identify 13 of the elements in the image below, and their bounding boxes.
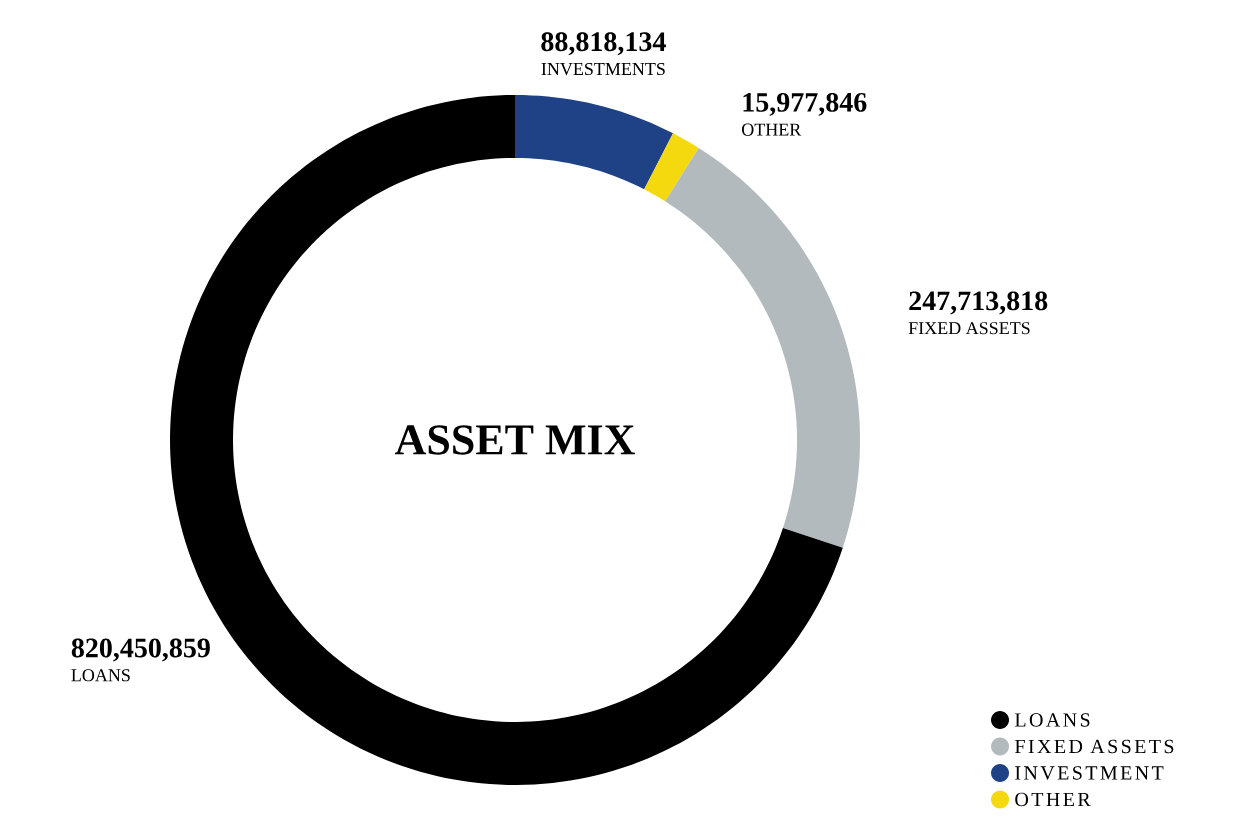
data-label: 88,818,134 — [541, 32, 666, 56]
data-label: 15,977,846 — [743, 92, 867, 116]
data-label: 820,450,859 — [71, 638, 210, 662]
slice-label: FIXED ASSETS — [908, 322, 1030, 335]
text: LOANS — [1014, 713, 1090, 727]
slice-label: INVESTMENTS — [541, 62, 665, 76]
text: ASSET MIX — [395, 425, 635, 455]
slice-label: OTHER — [742, 123, 802, 136]
text: FIXED ASSETS — [1014, 739, 1174, 754]
text: INVESTMENT — [1015, 766, 1164, 780]
text: OTHER — [1015, 792, 1091, 807]
data-label: 247,713,818 — [909, 291, 1048, 315]
slice-label: LOANS — [71, 669, 130, 682]
